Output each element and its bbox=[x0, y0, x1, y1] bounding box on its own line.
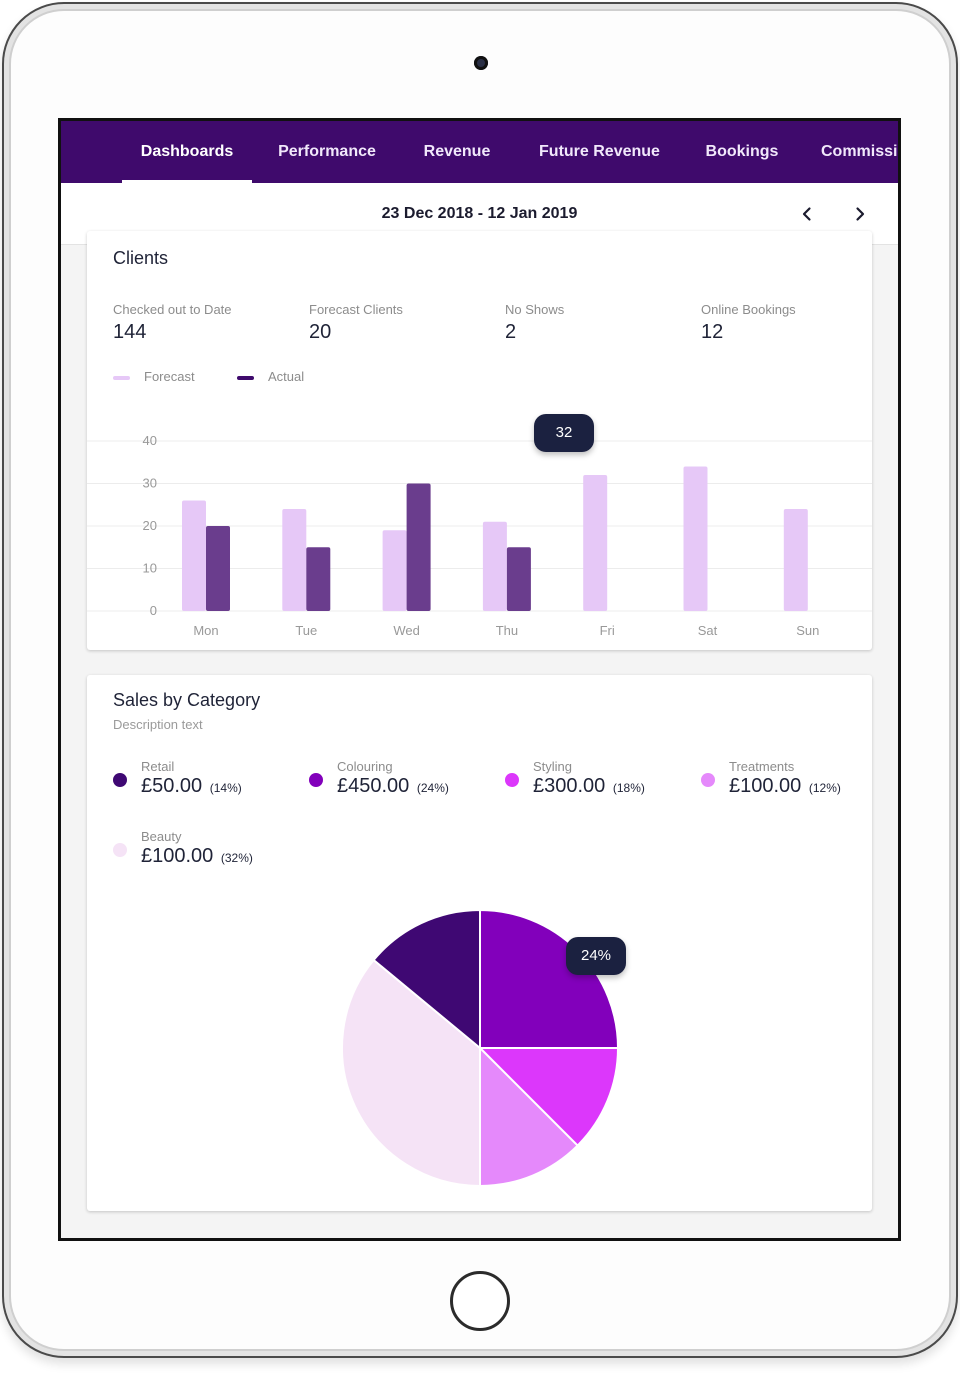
stat-checked-out: Checked out to Date 144 bbox=[113, 302, 232, 344]
bar-forecast bbox=[182, 500, 206, 611]
category-dot bbox=[505, 773, 519, 787]
legend-forecast[interactable]: Forecast bbox=[113, 369, 195, 384]
category-dot bbox=[113, 843, 127, 857]
pie-slice-colouring bbox=[479, 908, 620, 1049]
category-percent: (18%) bbox=[612, 781, 645, 795]
tab-future-revenue[interactable]: Future Revenue bbox=[539, 143, 660, 160]
x-tick-label: Wed bbox=[393, 623, 420, 638]
clients-bar-chart: 0 10 20 30 40 Mon Tue Wed Thu Fri Sat Sun bbox=[87, 433, 872, 638]
bar-actual bbox=[506, 547, 531, 611]
legend-swatch-actual bbox=[237, 375, 254, 380]
category-amount-row: £300.00 (18%) bbox=[533, 775, 645, 798]
camera-lens bbox=[474, 56, 488, 70]
pie-tooltip: 24% bbox=[566, 937, 626, 975]
category-percent: (32%) bbox=[220, 851, 253, 865]
legend-swatch-forecast bbox=[113, 375, 130, 380]
stat-label: Forecast Clients bbox=[309, 302, 403, 317]
pie-slice-styling bbox=[477, 1047, 620, 1147]
x-tick-label: Tue bbox=[295, 623, 317, 638]
category-dot bbox=[309, 773, 323, 787]
category-amount-row: £100.00 (32%) bbox=[141, 845, 253, 868]
x-tick-label: Sat bbox=[698, 623, 718, 638]
stat-value: 144 bbox=[113, 321, 147, 343]
category-amount-row: £100.00 (12%) bbox=[729, 775, 841, 798]
category-amount-row: £450.00 (24%) bbox=[337, 775, 449, 798]
category-amount: £300.00 bbox=[533, 775, 606, 797]
stat-no-shows: No Shows 2 bbox=[505, 302, 564, 344]
y-tick-label: 40 bbox=[143, 433, 157, 448]
bar-actual bbox=[306, 547, 331, 611]
tab-commissions[interactable]: Commissi bbox=[821, 143, 898, 160]
clients-card-title: Clients bbox=[113, 248, 169, 268]
stat-label: No Shows bbox=[505, 302, 565, 317]
chevron-left-icon[interactable] bbox=[798, 205, 816, 223]
category-amount: £100.00 bbox=[141, 845, 214, 867]
category-name: Treatments bbox=[729, 759, 795, 774]
tab-revenue[interactable]: Revenue bbox=[423, 143, 491, 160]
date-range-label: 23 Dec 2018 - 12 Jan 2019 bbox=[381, 205, 578, 222]
category-name: Beauty bbox=[141, 829, 182, 844]
sales-card-title: Sales by Category bbox=[113, 690, 261, 710]
x-tick-label: Thu bbox=[496, 623, 518, 638]
y-tick-label: 10 bbox=[143, 561, 157, 576]
category-dot bbox=[701, 773, 715, 787]
bar-forecast bbox=[282, 509, 307, 611]
legend-label: Forecast bbox=[144, 369, 195, 384]
home-button[interactable] bbox=[450, 1271, 510, 1331]
stat-forecast-clients: Forecast Clients 20 bbox=[309, 302, 403, 344]
stat-online-bookings: Online Bookings 12 bbox=[701, 302, 796, 344]
sales-card: Sales by Category Description text Retai… bbox=[87, 675, 872, 1211]
stat-label: Checked out to Date bbox=[113, 302, 232, 317]
y-tick-label: 30 bbox=[143, 476, 157, 491]
stat-value: 2 bbox=[505, 321, 517, 343]
pie-slice-retail bbox=[372, 908, 481, 1051]
stat-value: 20 bbox=[309, 321, 332, 343]
x-tick-label: Mon bbox=[193, 623, 218, 638]
category-name: Colouring bbox=[337, 759, 393, 774]
category-amount: £100.00 bbox=[729, 775, 802, 797]
category-amount-row: £50.00 (14%) bbox=[141, 775, 242, 798]
clients-card: Clients Checked out to Date 144 Forecast… bbox=[87, 231, 872, 650]
x-tick-label: Fri bbox=[600, 623, 615, 638]
category-percent: (14%) bbox=[209, 781, 242, 795]
y-tick-label: 20 bbox=[143, 518, 157, 533]
app-screen: Dashboards Performance Revenue Future Re… bbox=[58, 118, 901, 1241]
bar-tooltip: 32 bbox=[534, 414, 594, 452]
sales-card-description: Description text bbox=[113, 717, 203, 732]
category-dot bbox=[113, 773, 127, 787]
tab-bookings[interactable]: Bookings bbox=[705, 143, 779, 160]
legend-label: Actual bbox=[268, 369, 305, 384]
tab-performance[interactable]: Performance bbox=[278, 143, 376, 160]
chevron-right-icon[interactable] bbox=[851, 205, 869, 223]
category-name: Retail bbox=[141, 759, 175, 774]
category-percent: (24%) bbox=[416, 781, 449, 795]
pie-slice-beauty bbox=[341, 958, 481, 1188]
tab-dashboards[interactable]: Dashboards bbox=[122, 121, 252, 183]
x-tick-label: Sun bbox=[796, 623, 819, 638]
bar-forecast bbox=[783, 509, 808, 611]
bar-actual bbox=[206, 526, 230, 611]
category-percent: (12%) bbox=[808, 781, 841, 795]
tab-bar: Dashboards Performance Revenue Future Re… bbox=[61, 121, 898, 183]
stat-label: Online Bookings bbox=[701, 302, 796, 317]
legend-actual[interactable]: Actual bbox=[237, 369, 304, 384]
bar-forecast bbox=[683, 466, 708, 611]
bar-forecast bbox=[382, 530, 407, 611]
bar-forecast bbox=[583, 475, 608, 611]
pie-slice-treatments bbox=[479, 1045, 579, 1188]
category-name: Styling bbox=[533, 759, 573, 774]
stat-value: 12 bbox=[701, 321, 724, 343]
category-amount: £450.00 bbox=[337, 775, 410, 797]
sales-pie-chart bbox=[341, 908, 620, 1188]
category-amount: £50.00 bbox=[141, 775, 203, 797]
bar-actual bbox=[406, 483, 431, 611]
bar-forecast bbox=[482, 521, 507, 611]
y-tick-label: 0 bbox=[150, 603, 157, 618]
